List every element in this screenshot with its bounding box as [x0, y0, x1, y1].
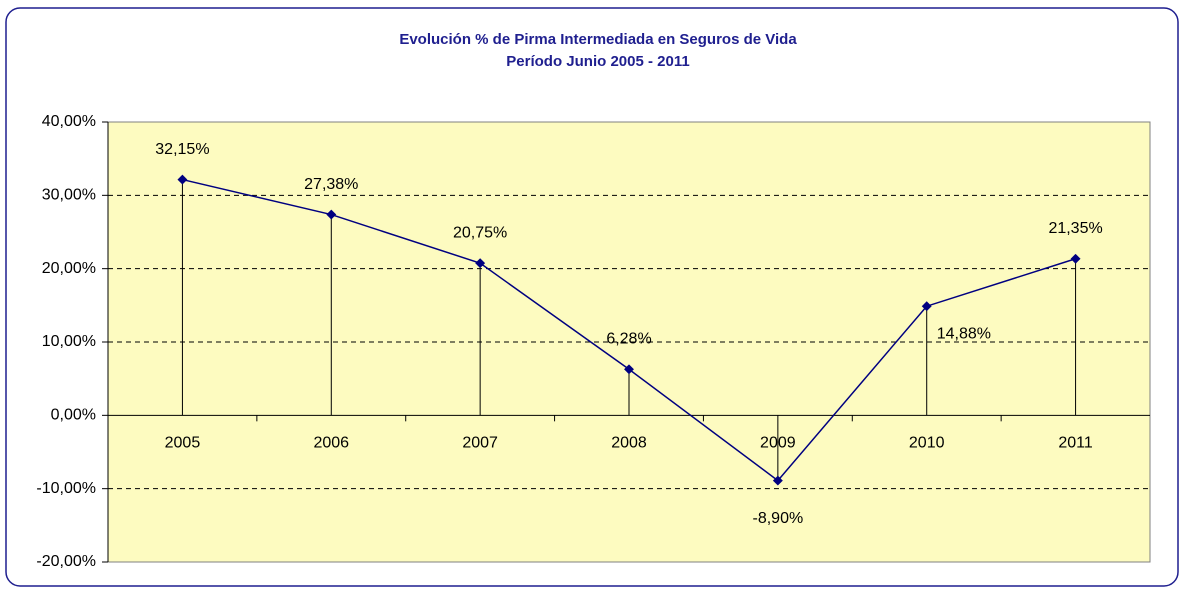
data-label: 32,15%: [155, 141, 209, 158]
y-tick-label: -10,00%: [36, 480, 96, 497]
x-tick-label: 2010: [909, 435, 945, 452]
data-label: 20,75%: [453, 224, 507, 241]
x-tick-label: 2006: [313, 435, 349, 452]
data-label: 21,35%: [1048, 220, 1102, 237]
marker: [177, 174, 188, 185]
marker: [921, 301, 932, 312]
marker: [1070, 253, 1081, 264]
y-tick-label: 40,00%: [42, 113, 96, 130]
chart-subtitle: Período Junio 2005 - 2011: [506, 53, 689, 70]
y-tick-label: 30,00%: [42, 187, 96, 204]
y-tick-label: 20,00%: [42, 260, 96, 277]
y-tick-label: -20,00%: [36, 553, 96, 570]
x-tick-label: 2011: [1058, 435, 1093, 452]
marker: [475, 258, 486, 269]
marker: [772, 475, 783, 486]
data-label: 27,38%: [304, 176, 358, 193]
data-label: 6,28%: [606, 330, 651, 347]
y-tick-label: 0,00%: [51, 407, 96, 424]
chart-title: Evolución % de Pirma Intermediada en Seg…: [399, 31, 797, 48]
x-tick-label: 2008: [611, 435, 647, 452]
marker: [326, 209, 337, 220]
x-tick-label: 2005: [165, 435, 201, 452]
x-tick-label: 2007: [462, 435, 498, 452]
data-label: -8,90%: [753, 510, 804, 527]
marker: [624, 364, 634, 375]
y-tick-label: 10,00%: [42, 333, 96, 350]
data-label: 14,88%: [937, 325, 991, 342]
